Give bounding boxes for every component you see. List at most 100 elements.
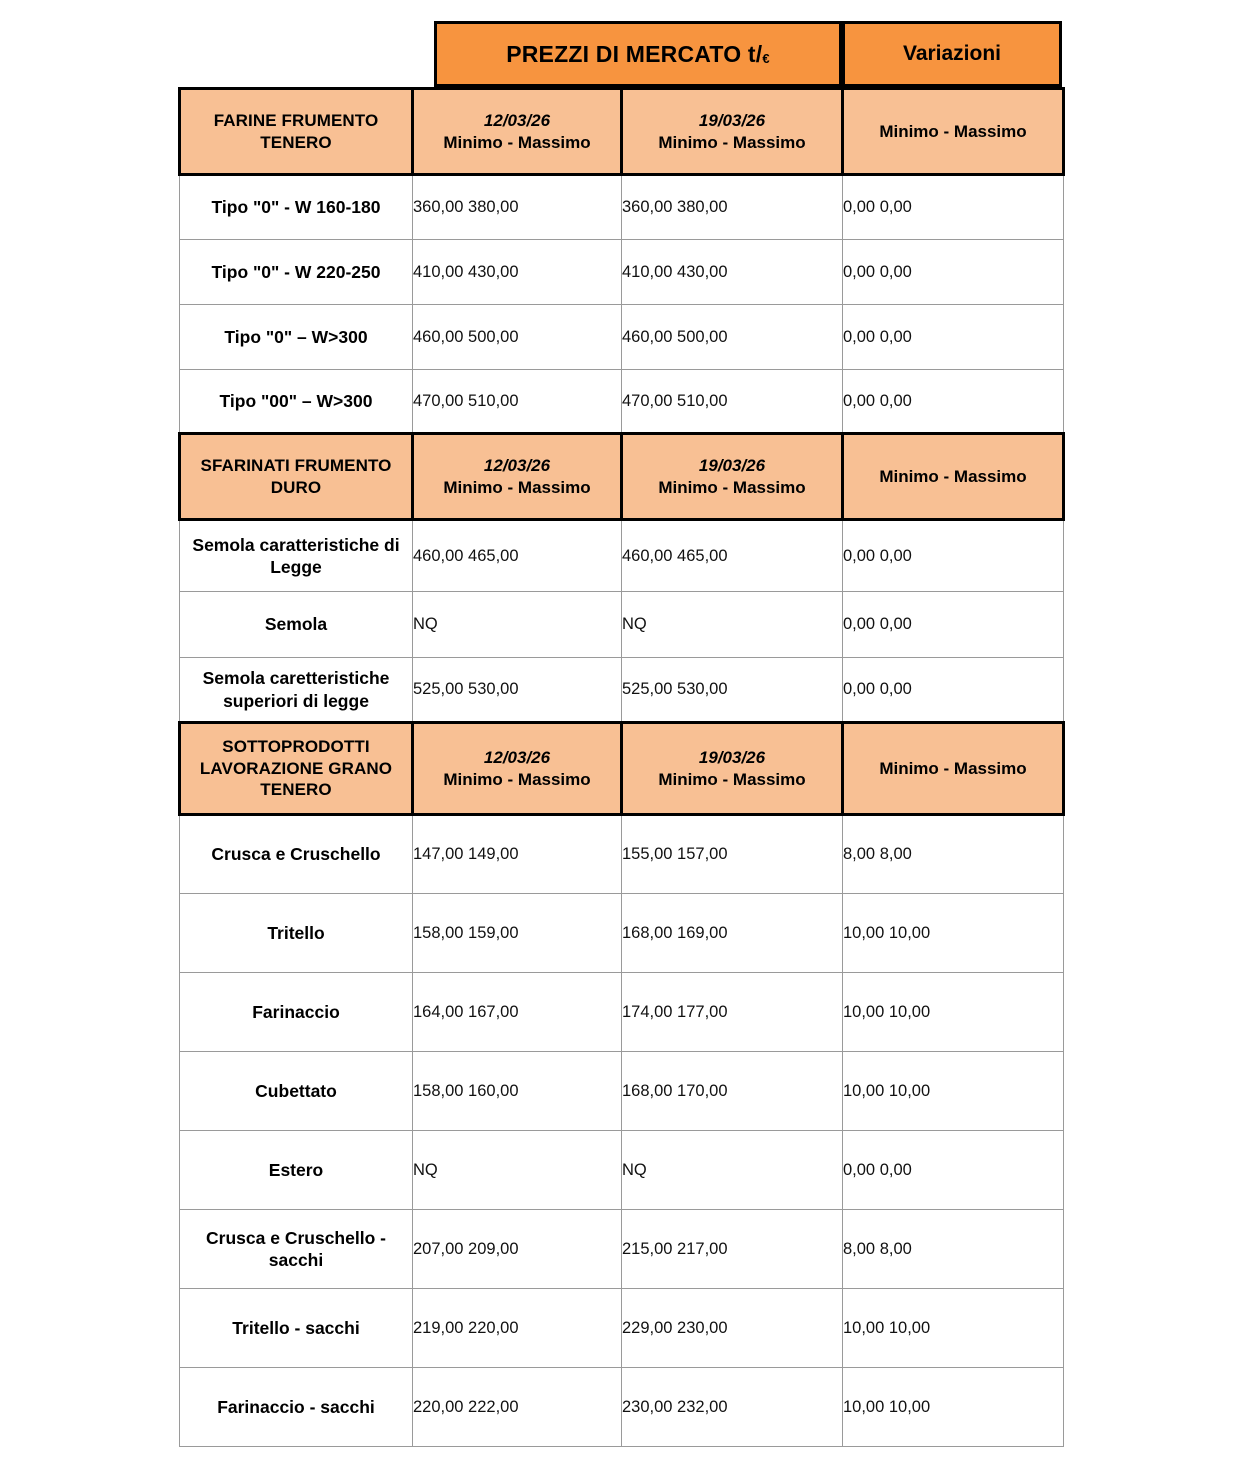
table-row: Estero NQ NQ 0,00 0,00 (179, 1130, 1064, 1210)
row-label: Tipo "0" – W>300 (179, 304, 413, 370)
price-curr-cell: 460,00 500,00 (621, 304, 843, 370)
price-prev-cell: 220,00 222,00 (412, 1367, 622, 1447)
column-header-date-prev: 12/03/26 Minimo - Massimo (411, 721, 622, 816)
price-prev-cell: 460,00 465,00 (412, 519, 622, 592)
variation-cell: 0,00 0,00 (842, 657, 1064, 723)
price-curr-cell: 229,00 230,00 (621, 1288, 843, 1368)
variation-cell: 8,00 8,00 (842, 814, 1064, 894)
price-curr-cell: 168,00 170,00 (621, 1051, 843, 1131)
price-prev-cell: 158,00 159,00 (412, 893, 622, 973)
price-prev-cell: NQ (412, 1130, 622, 1210)
table-row: Tipo "0" – W>300 460,00 500,00 460,00 500,… (179, 304, 1064, 370)
column-header-minmax: Minimo - Massimo (443, 477, 591, 497)
table-row: Tritello 158,00 159,00 168,00 169,00 10,00 … (179, 893, 1064, 973)
price-prev-cell: 525,00 530,00 (412, 657, 622, 723)
price-curr-cell: 168,00 169,00 (621, 893, 843, 973)
variation-cell: 10,00 10,00 (842, 1051, 1064, 1131)
column-header-date-prev: 12/03/26 Minimo - Massimo (411, 87, 622, 176)
variation-cell: 0,00 0,00 (842, 1130, 1064, 1210)
table-row: Farinaccio 164,00 167,00 174,00 177,00 10,0… (179, 972, 1064, 1052)
price-curr-cell: NQ (621, 591, 843, 658)
banner-currency-symbol: € (762, 50, 770, 66)
column-header-date: 12/03/26 (483, 110, 551, 130)
price-prev-cell: 470,00 510,00 (412, 369, 622, 434)
price-prev-cell: 207,00 209,00 (412, 1209, 622, 1289)
price-prev-cell: 147,00 149,00 (412, 814, 622, 894)
row-label: Farinaccio - sacchi (179, 1367, 413, 1447)
table-row: Cubettato 158,00 160,00 168,00 170,00 10,00… (179, 1051, 1064, 1131)
variation-cell: 10,00 10,00 (842, 1367, 1064, 1447)
row-label: Crusca e Cruschello (179, 814, 413, 894)
table-row: Tipo "0" - W 220-250 410,00 430,00 410,00 … (179, 239, 1064, 305)
table-row: Crusca e Cruschello - sacchi 207,00 209,0… (179, 1209, 1064, 1289)
price-curr-cell: 155,00 157,00 (621, 814, 843, 894)
banner-prices-title: PREZZI DI MERCATO t/€ (434, 21, 842, 87)
variation-cell: 0,00 0,00 (842, 174, 1064, 240)
column-header-minmax: Minimo - Massimo (658, 132, 806, 152)
column-header-minmax: Minimo - Massimo (443, 769, 591, 789)
column-header-date: 12/03/26 (483, 455, 551, 475)
column-header-minmax: Minimo - Massimo (879, 466, 1027, 486)
price-prev-cell: 158,00 160,00 (412, 1051, 622, 1131)
column-header-date-curr: 19/03/26 Minimo - Massimo (620, 721, 843, 816)
column-header-date-curr: 19/03/26 Minimo - Massimo (620, 87, 843, 176)
row-label: Semola caretteristiche superiori di legg… (179, 657, 413, 723)
column-header-minmax: Minimo - Massimo (879, 121, 1027, 141)
column-header-variations-minmax: Minimo - Massimo (841, 87, 1065, 176)
price-prev-cell: 410,00 430,00 (412, 239, 622, 305)
variation-cell: 0,00 0,00 (842, 304, 1064, 370)
row-label: Farinaccio (179, 972, 413, 1052)
market-prices-table: FARINE FRUMENTO TENERO 12/03/26 Minimo - M… (178, 87, 1065, 1447)
price-prev-cell: 460,00 500,00 (412, 304, 622, 370)
section-header-row: SOTTOPRODOTTI LAVORAZIONE GRANO TENERO 12… (178, 721, 1065, 816)
column-header-date: 19/03/26 (698, 455, 766, 475)
table-row: Semola caratteristiche di Legge 460,00 46… (179, 519, 1064, 592)
price-prev-cell: 164,00 167,00 (412, 972, 622, 1052)
row-label: Cubettato (179, 1051, 413, 1131)
table-row: Semola NQ NQ 0,00 0,00 (179, 591, 1064, 658)
price-prev-cell: 360,00 380,00 (412, 174, 622, 240)
variation-cell: 0,00 0,00 (842, 369, 1064, 434)
table-row: Tritello - sacchi 219,00 220,00 229,00 230… (179, 1288, 1064, 1368)
row-label: Tipo "0" - W 160-180 (179, 174, 413, 240)
row-label: Tritello - sacchi (179, 1288, 413, 1368)
row-label: Semola (179, 591, 413, 658)
column-header-date-curr: 19/03/26 Minimo - Massimo (620, 432, 843, 521)
table-row: Tipo "00" – W>300 470,00 510,00 470,00 510… (179, 369, 1064, 434)
variation-cell: 10,00 10,00 (842, 1288, 1064, 1368)
table-row: Crusca e Cruschello 147,00 149,00 155,00 1… (179, 814, 1064, 894)
variation-cell: 0,00 0,00 (842, 591, 1064, 658)
price-prev-cell: NQ (412, 591, 622, 658)
table-row: Tipo "0" - W 160-180 360,00 380,00 360,00 … (179, 174, 1064, 240)
column-header-variations-minmax: Minimo - Massimo (841, 432, 1065, 521)
row-label: Estero (179, 1130, 413, 1210)
price-curr-cell: 360,00 380,00 (621, 174, 843, 240)
column-header-minmax: Minimo - Massimo (443, 132, 591, 152)
table-row: Farinaccio - sacchi 220,00 222,00 230,00 2… (179, 1367, 1064, 1447)
row-label: Tipo "0" - W 220-250 (179, 239, 413, 305)
column-header-variations-minmax: Minimo - Massimo (841, 721, 1065, 816)
variation-cell: 10,00 10,00 (842, 893, 1064, 973)
row-label: Tritello (179, 893, 413, 973)
price-curr-cell: 215,00 217,00 (621, 1209, 843, 1289)
variation-cell: 8,00 8,00 (842, 1209, 1064, 1289)
banner-prices-label: PREZZI DI MERCATO t/ (506, 40, 763, 67)
price-curr-cell: 470,00 510,00 (621, 369, 843, 434)
column-header-date: 19/03/26 (698, 747, 766, 767)
price-curr-cell: 460,00 465,00 (621, 519, 843, 592)
price-curr-cell: 230,00 232,00 (621, 1367, 843, 1447)
banner-variations-title: Variazioni (842, 21, 1062, 87)
price-prev-cell: 219,00 220,00 (412, 1288, 622, 1368)
market-prices-banner: PREZZI DI MERCATO t/€ Variazioni (434, 21, 1062, 87)
section-title: FARINE FRUMENTO TENERO (178, 87, 413, 176)
variation-cell: 0,00 0,00 (842, 239, 1064, 305)
column-header-date: 19/03/26 (698, 110, 766, 130)
column-header-date: 12/03/26 (483, 747, 551, 767)
column-header-minmax: Minimo - Massimo (658, 769, 806, 789)
row-label: Tipo "00" – W>300 (179, 369, 413, 434)
table-row: Semola caretteristiche superiori di legg… (179, 657, 1064, 723)
price-curr-cell: 410,00 430,00 (621, 239, 843, 305)
column-header-minmax: Minimo - Massimo (879, 758, 1027, 778)
column-header-date-prev: 12/03/26 Minimo - Massimo (411, 432, 622, 521)
price-curr-cell: 525,00 530,00 (621, 657, 843, 723)
